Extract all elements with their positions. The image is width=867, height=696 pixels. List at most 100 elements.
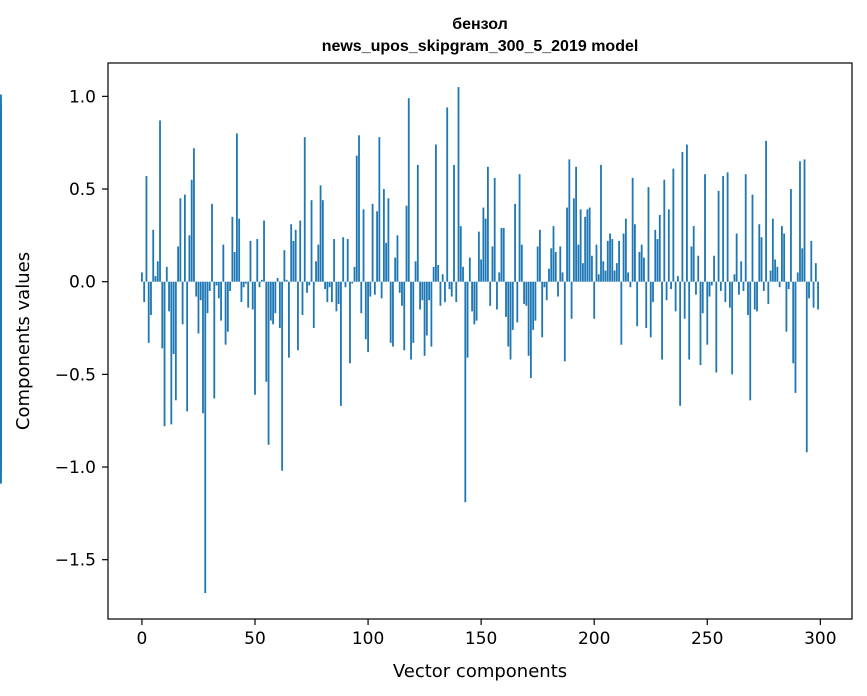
bar	[611, 239, 614, 282]
bar	[330, 281, 333, 303]
bar	[419, 281, 421, 310]
bar	[586, 209, 589, 282]
bar	[581, 263, 584, 282]
bar	[527, 281, 530, 356]
bar	[505, 281, 507, 317]
bar	[351, 281, 354, 284]
bar	[762, 281, 765, 291]
bar	[401, 281, 403, 306]
bar	[387, 198, 390, 282]
bar	[251, 281, 254, 310]
bar	[557, 281, 559, 297]
bar	[640, 244, 643, 282]
bar	[652, 281, 654, 303]
bar	[487, 166, 489, 282]
bar	[523, 281, 525, 304]
bar	[595, 244, 598, 282]
bar	[428, 281, 431, 301]
bar	[615, 263, 618, 282]
bar	[342, 237, 345, 282]
x-tick-label: 300	[804, 629, 836, 649]
bar	[715, 281, 718, 373]
bar	[0, 281, 2, 377]
bar	[380, 281, 383, 299]
bar	[776, 266, 779, 282]
bar	[213, 281, 216, 399]
bar	[141, 272, 143, 282]
bar	[708, 281, 711, 297]
bar	[382, 189, 385, 282]
bar	[667, 209, 670, 282]
bar	[371, 203, 374, 282]
bar	[288, 281, 290, 358]
bar	[534, 281, 537, 321]
bar	[471, 281, 473, 312]
bar	[710, 281, 713, 286]
bar	[224, 281, 227, 345]
bar	[276, 277, 279, 282]
bar	[631, 177, 634, 282]
bar	[758, 224, 761, 282]
bar	[283, 250, 286, 282]
bar	[441, 274, 444, 282]
bar	[473, 281, 476, 325]
bar	[624, 218, 627, 282]
bar	[168, 281, 170, 312]
bar	[403, 281, 406, 351]
bar	[511, 281, 514, 330]
bar	[394, 257, 397, 282]
bar	[676, 276, 679, 282]
bar	[543, 281, 546, 288]
bar	[588, 207, 591, 282]
bar	[193, 148, 195, 282]
bar	[670, 281, 672, 290]
bar	[233, 252, 236, 282]
bar	[602, 261, 605, 282]
bar	[760, 237, 763, 282]
bar	[480, 259, 483, 282]
bar	[520, 244, 523, 282]
bar	[202, 281, 204, 414]
bar	[778, 281, 781, 288]
bar	[376, 211, 379, 282]
bar	[674, 281, 677, 312]
bar	[405, 205, 408, 282]
bar	[500, 227, 503, 282]
bar	[484, 218, 487, 282]
bar	[206, 281, 209, 314]
bar	[536, 246, 539, 282]
bar	[355, 155, 358, 282]
bar	[324, 281, 326, 290]
bar	[229, 281, 232, 291]
bar	[369, 281, 372, 297]
bar	[771, 218, 774, 282]
bar	[686, 144, 688, 282]
bar	[738, 281, 740, 295]
bar	[439, 281, 442, 306]
bar	[753, 281, 756, 310]
bar	[638, 252, 641, 282]
bar	[731, 281, 734, 375]
bar	[292, 240, 295, 282]
bar	[699, 281, 702, 366]
bar	[215, 281, 218, 286]
bar	[792, 281, 795, 364]
bar	[613, 270, 616, 282]
bar	[170, 281, 173, 425]
bar	[629, 281, 632, 288]
bar	[794, 281, 797, 393]
bar	[704, 174, 706, 282]
bar	[733, 274, 736, 282]
bar	[584, 216, 587, 282]
bar	[559, 246, 562, 282]
bar	[179, 198, 182, 282]
bar	[482, 207, 485, 282]
x-axis-label: Vector components	[393, 661, 567, 682]
bar	[290, 224, 293, 282]
bar	[634, 224, 636, 282]
bar	[392, 281, 394, 347]
y-axis: −1.5 −1.0 −0.5 0.0 0.5 1.0	[55, 87, 108, 571]
bar	[150, 281, 152, 316]
bar	[315, 261, 317, 282]
